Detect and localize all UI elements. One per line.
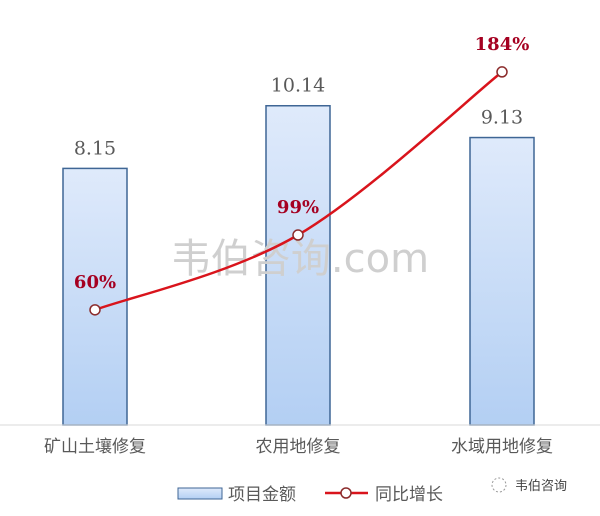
- legend-marker: [340, 487, 352, 499]
- x-tick-label: 矿山土壤修复: [44, 436, 146, 457]
- bars: [62, 104, 535, 426]
- bar: [469, 136, 535, 426]
- bar-value-label: 9.13: [481, 107, 523, 129]
- bar: [265, 104, 331, 426]
- legend-label-bar: 项目金额: [228, 485, 296, 505]
- legend-swatch-bar: [177, 487, 223, 500]
- legend-label-line: 同比增长: [375, 485, 443, 505]
- line-value-label: 60%: [74, 272, 116, 293]
- line-value-label: 184%: [475, 34, 530, 55]
- wechat-icon: [491, 477, 507, 493]
- bar-value-label: 10.14: [271, 75, 325, 97]
- x-tick-label: 农用地修复: [256, 437, 341, 457]
- line-series: [89, 66, 508, 316]
- line-marker: [89, 304, 101, 316]
- line-value-label: 99%: [277, 197, 319, 218]
- corner-badge-text: 韦伯咨询: [515, 479, 567, 494]
- x-tick-label: 水域用地修复: [451, 437, 553, 457]
- watermark: 韦伯咨询.com: [171, 236, 429, 282]
- wechat-badge: 韦伯咨询: [491, 477, 567, 494]
- legend: 项目金额 同比增长: [177, 485, 443, 505]
- line-marker: [292, 229, 304, 241]
- bar: [62, 167, 128, 426]
- bar-value-label: 8.15: [74, 137, 116, 159]
- line-marker: [496, 66, 508, 78]
